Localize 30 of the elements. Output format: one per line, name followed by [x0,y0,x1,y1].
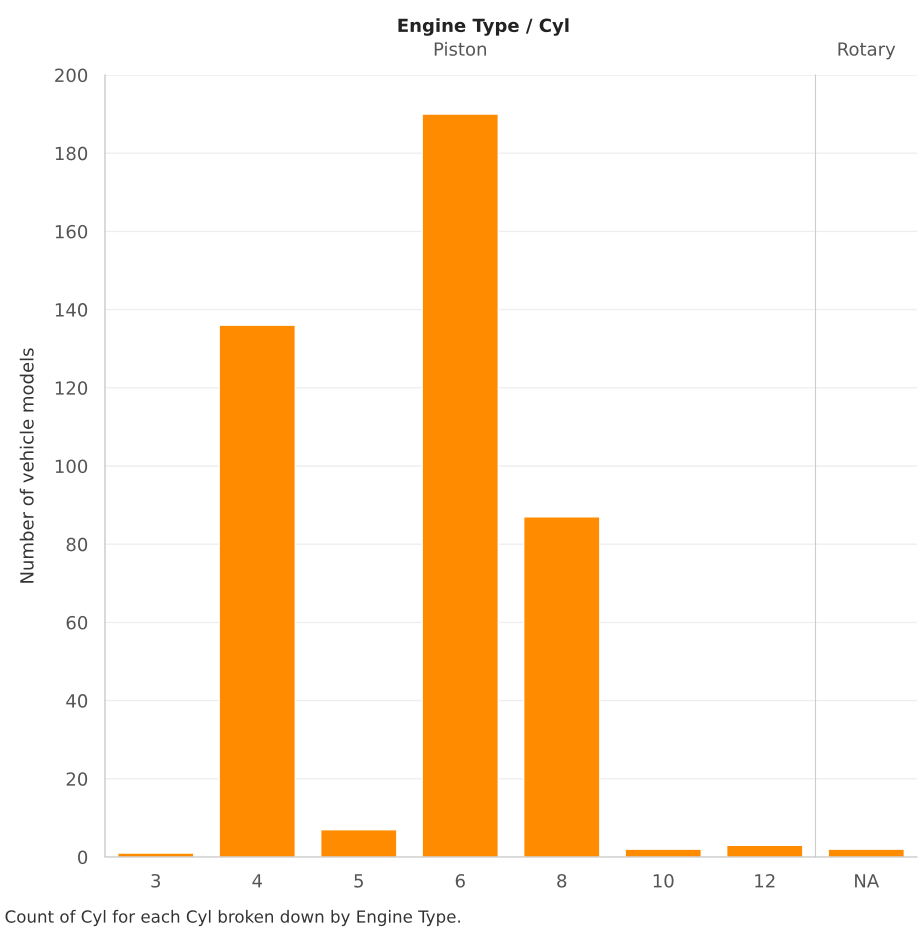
y-tick-label: 60 [66,616,88,630]
x-tick-label: 5 [354,874,363,888]
y-tick-label: 20 [66,772,88,786]
y-tick-label: 140 [56,303,88,317]
x-tick-label: 8 [557,874,566,888]
x-tick-label: 3 [151,874,160,888]
x-tick-label: 10 [654,874,674,888]
bar [320,828,398,857]
bar [218,324,296,857]
x-tick-label: NA [855,874,880,888]
chart-subtitle: Rotary [838,42,896,60]
x-tick-label: 6 [456,874,465,888]
y-tick-label: 180 [56,146,88,160]
bar [726,844,804,857]
y-tick-label: 120 [56,381,88,395]
y-tick-label: 0 [78,850,88,864]
y-tick-label: 200 [55,68,88,82]
bar [421,113,500,857]
bar [522,516,601,857]
chart-subtitle: Piston [434,42,486,56]
bar [624,848,702,857]
y-tick-label: 160 [56,224,88,239]
text: Count of Cyl for each Cyl broken down by Engine Type. [6,910,460,926]
chart-title: Engine Type / Cyl [398,18,568,36]
x-tick-label: 4 [252,874,262,888]
x-tick-label: 12 [755,874,774,888]
y-tick-label: 40 [66,694,88,708]
y-axis-title: Number of vehicle models [20,348,34,583]
y-tick-label: 80 [66,538,88,552]
y-tick-label: 100 [56,459,88,474]
